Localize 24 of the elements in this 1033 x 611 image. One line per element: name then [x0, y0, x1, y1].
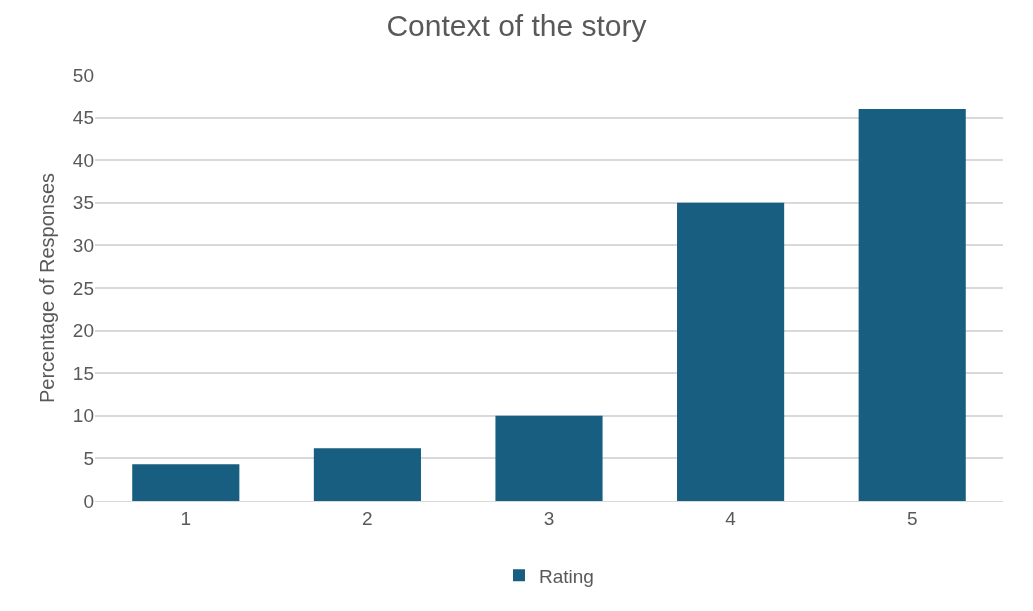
x-tick-label: 2 — [362, 507, 373, 529]
y-axis-title: Percentage of Responses — [36, 172, 59, 404]
y-tick-label: 50 — [72, 64, 94, 86]
y-tick-label: 15 — [72, 362, 94, 384]
legend-label: Rating — [539, 565, 594, 587]
x-tick-label: 5 — [906, 507, 918, 529]
bar — [677, 202, 785, 501]
y-tick-label: 10 — [72, 405, 94, 427]
y-tick-label: 40 — [72, 149, 94, 171]
chart-title: Context of the story — [386, 9, 647, 43]
x-tick-label: 1 — [180, 507, 192, 529]
y-tick-label: 20 — [72, 320, 94, 342]
y-tick-label: 5 — [83, 448, 94, 470]
bar — [313, 448, 421, 501]
y-tick-label: 30 — [72, 235, 94, 257]
y-tick-label: 35 — [72, 192, 94, 214]
bar — [858, 109, 966, 501]
y-tick-label: 25 — [72, 277, 94, 299]
x-tick-label: 4 — [725, 507, 737, 529]
y-tick-label: 45 — [72, 107, 94, 129]
x-tick-label: 3 — [543, 507, 555, 529]
bar — [132, 464, 240, 501]
bar — [495, 415, 603, 501]
y-tick-label: 0 — [83, 490, 94, 512]
